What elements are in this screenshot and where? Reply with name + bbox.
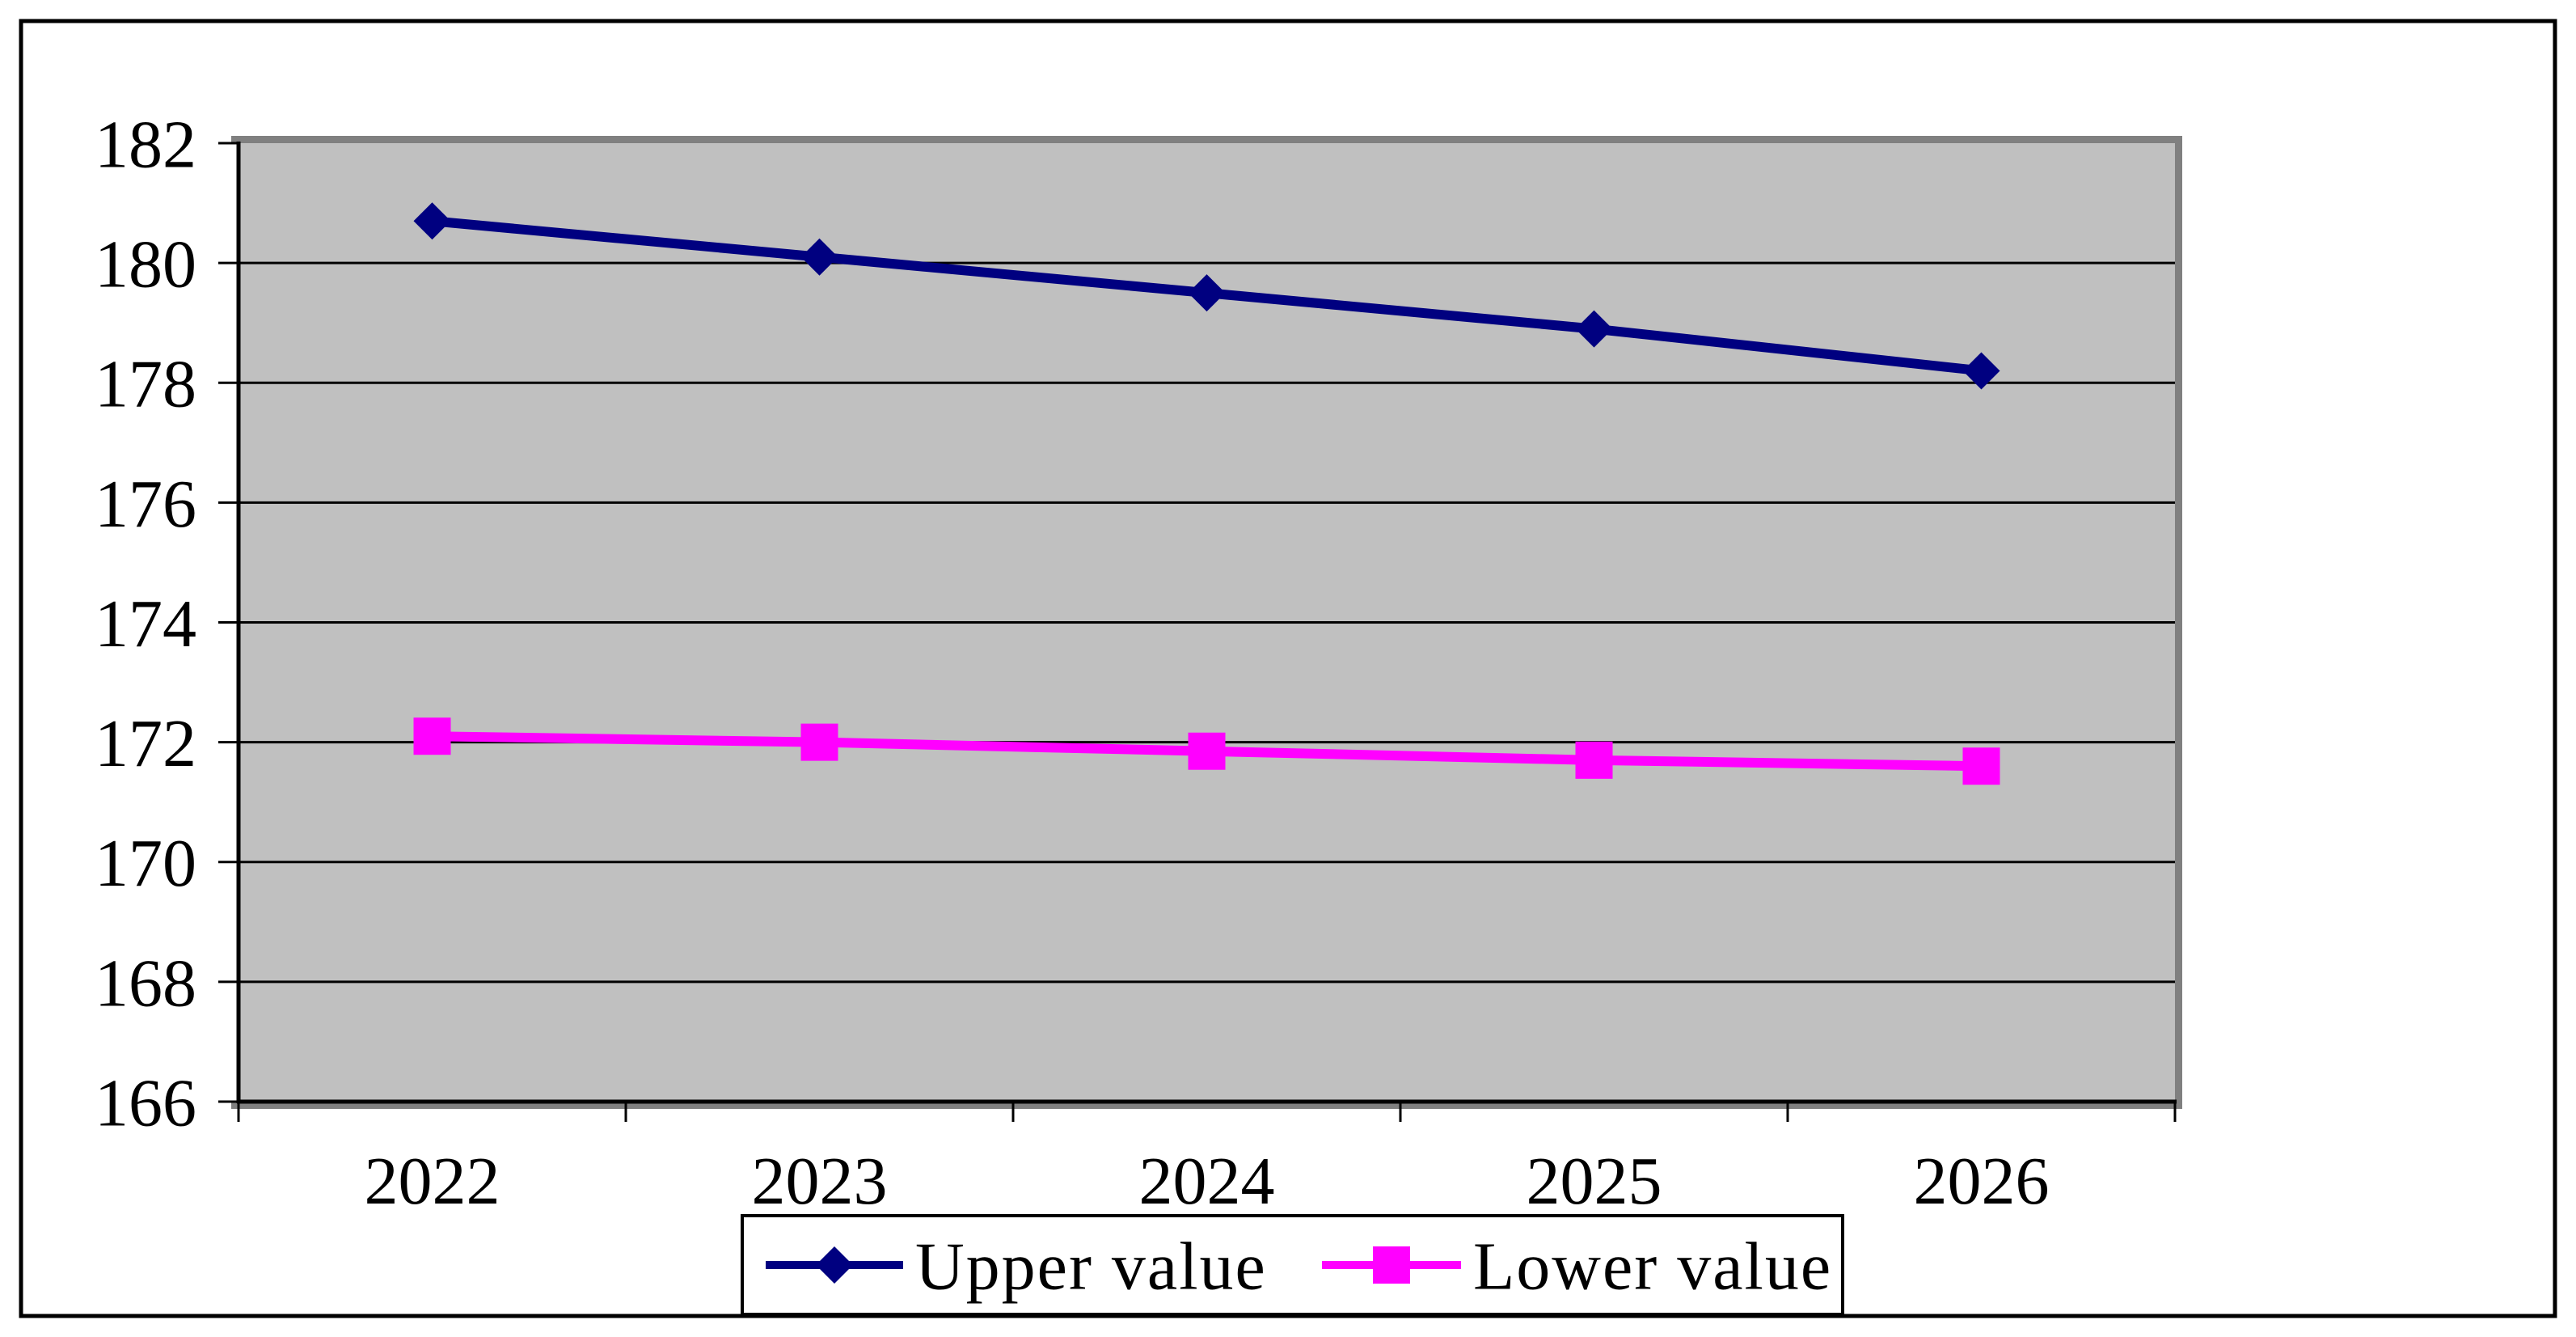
marker-lower-value-2025	[1575, 741, 1613, 779]
y-axis-label-170: 170	[95, 826, 196, 901]
y-axis-label-168: 168	[95, 946, 196, 1021]
x-axis-label-2022: 2022	[365, 1144, 500, 1219]
y-axis-label-172: 172	[95, 706, 196, 781]
legend-box	[741, 1214, 1844, 1316]
legend-marker-upper-value	[816, 1246, 853, 1284]
x-axis-label-2026: 2026	[1914, 1144, 2050, 1219]
legend-label-upper-value: Upper value	[915, 1229, 1267, 1304]
plot-area-shadow	[231, 136, 2182, 1109]
marker-upper-value-2024	[1188, 274, 1226, 312]
y-axis-label-176: 176	[95, 467, 196, 542]
marker-lower-value-2023	[800, 723, 838, 761]
marker-upper-value-2025	[1575, 310, 1613, 348]
legend-label-lower-value: Lower value	[1473, 1229, 1832, 1304]
marker-lower-value-2022	[413, 717, 451, 755]
y-axis-label-174: 174	[95, 586, 196, 662]
y-axis-label-166: 166	[95, 1065, 196, 1140]
y-axis-label-180: 180	[95, 227, 196, 303]
marker-upper-value-2023	[800, 238, 838, 276]
x-axis-label-2023: 2023	[752, 1144, 888, 1219]
legend-marker-lower-value	[1373, 1246, 1410, 1284]
x-axis-label-2024: 2024	[1139, 1144, 1275, 1219]
y-axis-label-178: 178	[95, 347, 196, 422]
marker-upper-value-2026	[1962, 352, 2000, 390]
x-axis-label-2025: 2025	[1527, 1144, 1662, 1219]
y-axis-label-182: 182	[95, 107, 196, 182]
marker-upper-value-2022	[413, 202, 451, 240]
marker-lower-value-2026	[1962, 747, 2000, 785]
marker-lower-value-2024	[1188, 732, 1226, 770]
